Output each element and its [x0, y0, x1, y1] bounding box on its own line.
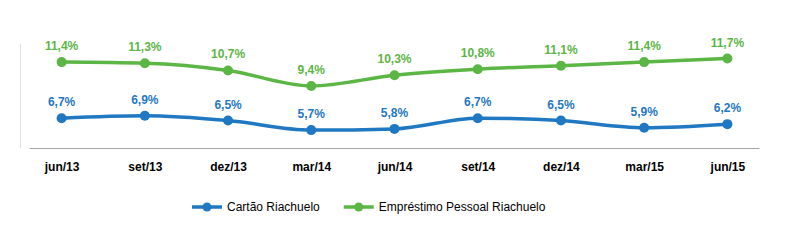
series-point	[306, 125, 316, 135]
series-point	[556, 61, 566, 71]
data-labels: 6,7% 6,9% 6,5% 5,7% 5,8% 6,7% 6,5% 5,9% 6,2% 11,4…	[45, 36, 744, 122]
x-tick-label: set/13	[128, 160, 162, 174]
series-point	[473, 64, 483, 74]
series-point	[722, 119, 732, 129]
data-label: 10,3%	[377, 52, 411, 66]
legend: Cartão Riachuelo Empréstimo Pessoal Riach…	[192, 200, 546, 214]
x-tick-label: mar/14	[292, 160, 331, 174]
data-label: 11,4%	[627, 39, 661, 53]
data-label: 6,7%	[48, 95, 76, 109]
data-label: 6,7%	[464, 95, 492, 109]
data-label: 10,7%	[211, 47, 245, 61]
series-point	[390, 124, 400, 134]
data-label: 6,5%	[214, 98, 242, 112]
x-tick-label: dez/13	[210, 160, 247, 174]
legend-marker	[203, 203, 212, 212]
series-point	[223, 116, 233, 126]
data-label: 11,1%	[544, 43, 578, 57]
x-tick-label: dez/14	[543, 160, 580, 174]
chart: jun/13 set/13 dez/13 mar/14 jun/14 set/14 dez/…	[0, 0, 785, 235]
data-label: 11,4%	[45, 39, 79, 53]
data-label: 6,5%	[547, 98, 575, 112]
legend-item: Cartão Riachuelo	[192, 200, 320, 214]
series-point	[639, 123, 649, 133]
series-point	[473, 113, 483, 123]
data-label: 5,9%	[630, 105, 658, 119]
x-tick-label: jun/15	[710, 160, 746, 174]
y-axis	[20, 44, 21, 149]
data-label: 11,3%	[128, 40, 162, 54]
series-point	[140, 58, 150, 68]
series-point	[390, 70, 400, 80]
x-tick: set/13	[128, 148, 162, 174]
legend-label: Cartão Riachuelo	[227, 200, 320, 214]
x-tick-label: mar/15	[625, 160, 664, 174]
data-label: 6,9%	[131, 93, 159, 107]
x-tick: jun/15	[710, 148, 746, 174]
x-tick-label: jun/13	[44, 160, 80, 174]
series-point	[57, 57, 67, 67]
x-tick: dez/14	[543, 148, 580, 174]
series-point	[722, 54, 732, 64]
data-label: 9,4%	[298, 63, 326, 77]
x-tick-label: jun/14	[377, 160, 413, 174]
data-label: 10,8%	[461, 46, 495, 60]
x-tick: dez/13	[210, 148, 247, 174]
series-point	[306, 81, 316, 91]
x-tick: jun/13	[44, 148, 80, 174]
data-label: 5,8%	[381, 106, 409, 120]
data-label: 11,7%	[711, 36, 745, 50]
x-tick: mar/15	[625, 148, 664, 174]
data-label: 5,7%	[298, 107, 326, 121]
x-tick: jun/14	[377, 148, 413, 174]
plot: jun/13 set/13 dez/13 mar/14 jun/14 set/14 dez/…	[21, 36, 760, 174]
x-axis: jun/13 set/13 dez/13 mar/14 jun/14 set/14 dez/…	[30, 148, 760, 174]
legend-label: Empréstimo Pessoal Riachuelo	[379, 200, 546, 214]
series-point	[223, 65, 233, 75]
data-label: 6,2%	[714, 101, 742, 115]
y-axis-line	[20, 44, 21, 149]
x-tick: set/14	[461, 148, 495, 174]
series-point	[556, 116, 566, 126]
legend-marker	[354, 203, 363, 212]
series-point	[140, 111, 150, 121]
x-axis-line	[30, 148, 760, 149]
legend-item: Empréstimo Pessoal Riachuelo	[344, 200, 546, 214]
x-tick-label: set/14	[461, 160, 495, 174]
series-point	[639, 57, 649, 67]
x-tick: mar/14	[292, 148, 331, 174]
series-point	[57, 113, 67, 123]
